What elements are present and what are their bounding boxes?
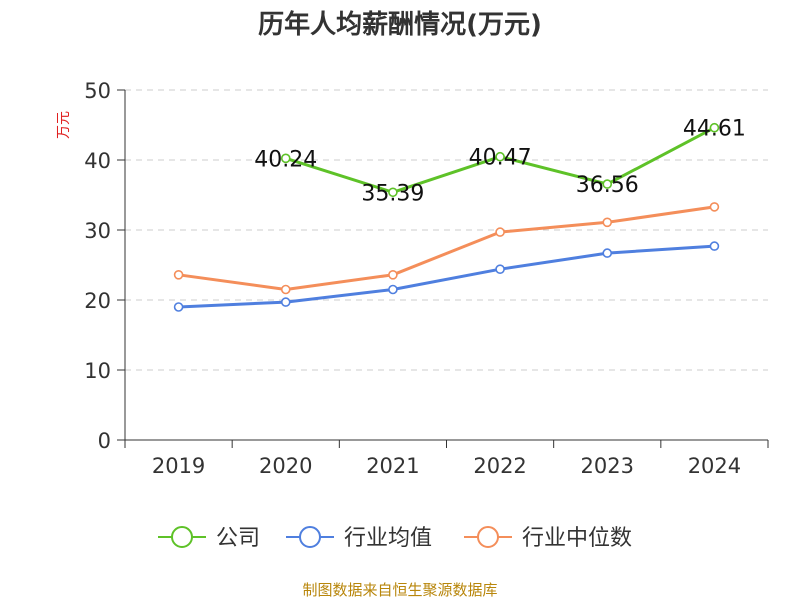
legend-marker: [477, 526, 499, 548]
data-point: [280, 297, 291, 307]
data-point: [709, 202, 720, 212]
legend-marker: [171, 526, 193, 548]
data-point: [388, 284, 398, 295]
data-label: 35.39: [361, 181, 424, 206]
y-axis-label: 万元: [56, 111, 72, 139]
data-label: 40.47: [469, 146, 532, 171]
legend-label: 公司: [216, 526, 260, 551]
grid-lines: [125, 89, 768, 371]
legend: 公司 行业均值 行业中位数: [158, 526, 632, 551]
x-tick-label: 2021: [366, 454, 419, 478]
data-point: [602, 179, 613, 189]
x-tick-label: 2019: [152, 454, 205, 478]
data-point: [280, 284, 291, 295]
y-tick-label: 40: [84, 149, 111, 173]
data-point: [280, 153, 291, 164]
data-point: [709, 122, 720, 133]
data-point: [709, 241, 720, 251]
axes: 0 10 20 30 40 50 2019 2020 2021 2022 2023 2024: [84, 79, 769, 478]
data-point: [388, 187, 398, 198]
data-point: [388, 269, 398, 280]
y-tick-label: 30: [84, 219, 111, 243]
data-label: 36.56: [576, 173, 639, 198]
legend-label: 行业中位数: [522, 526, 632, 551]
series-lines: 40.24 35.39 40.47 36.56 44.61: [173, 117, 746, 312]
data-point: [173, 269, 184, 280]
data-point: [495, 227, 505, 237]
x-tick-label: 2020: [259, 454, 312, 478]
y-tick-label: 0: [98, 429, 111, 453]
y-tick-label: 10: [84, 359, 111, 383]
data-point: [173, 302, 184, 312]
y-tick-label: 50: [84, 79, 111, 103]
y-tick-label: 20: [84, 289, 111, 313]
series-line-2: [177, 205, 716, 291]
chart-title: 历年人均薪酬情况(万元): [258, 9, 542, 40]
source-note: 制图数据来自恒生聚源数据库: [302, 581, 497, 599]
data-point: [495, 151, 505, 162]
data-point: [602, 248, 613, 258]
x-tick-label: 2022: [473, 454, 526, 478]
x-tick-label: 2024: [688, 454, 741, 478]
legend-marker: [299, 526, 321, 548]
data-label: 44.61: [683, 117, 746, 142]
x-tick-label: 2023: [581, 454, 634, 478]
data-point: [495, 264, 505, 275]
legend-label: 行业均值: [344, 526, 432, 551]
series-line-1: [177, 244, 716, 309]
data-point: [602, 217, 613, 228]
data-label: 40.24: [254, 147, 317, 172]
